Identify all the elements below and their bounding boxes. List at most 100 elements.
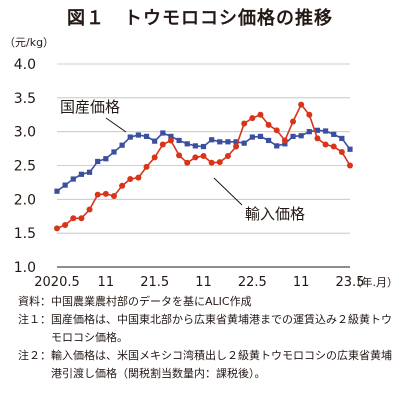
series-label-domestic-leader: [105, 117, 127, 133]
data-point-import: [135, 174, 142, 181]
data-point-import: [273, 127, 280, 134]
note-1-label: 注１：: [18, 313, 51, 326]
data-point-import: [298, 101, 305, 108]
data-point-import: [200, 153, 207, 160]
note-2-label: 注２：: [18, 349, 51, 362]
data-point-domestic: [209, 137, 215, 143]
y-tick-label: 3.5: [14, 91, 36, 107]
data-point-import: [322, 141, 329, 148]
data-point-import: [70, 215, 77, 222]
note-source-label: 資料：: [18, 295, 51, 308]
data-point-import: [265, 121, 272, 128]
axis-labels: 1.0 1.5 2.0 2.5 3.0 3.5 4.0 2020.5 11 21.5 11 22.5 1…: [14, 57, 398, 290]
data-point-domestic: [249, 134, 255, 140]
data-point-import: [216, 159, 223, 166]
series-label-domestic: 国産価格: [60, 98, 120, 116]
data-point-import: [151, 154, 158, 161]
data-point-domestic: [314, 127, 321, 133]
data-point-domestic: [298, 133, 304, 139]
data-point-domestic: [168, 133, 174, 140]
series-label-import-leader: [213, 177, 243, 206]
data-point-import: [62, 222, 69, 229]
data-point-domestic: [233, 139, 239, 145]
data-point-domestic: [86, 169, 93, 175]
data-point-domestic: [62, 182, 68, 188]
data-point-domestic: [225, 139, 231, 145]
series-lines: [54, 101, 353, 232]
data-point-domestic: [217, 139, 223, 145]
note-source-text: 中国農業農村部のデータを基にALIC作成: [51, 295, 252, 308]
note-1-text: 国産価格は、中国東北部から広東省黄埔港までの運賃込み２級黄トウモロコシ価格。: [51, 313, 392, 344]
note-2: 注２： 輸入価格は、米国メキシコ湾積出し２級黄トウモロコシの広東省黄埔港引渡し価…: [18, 347, 398, 383]
data-point-domestic: [192, 143, 198, 149]
data-point-domestic: [103, 156, 109, 162]
data-point-import: [224, 153, 231, 160]
data-point-domestic: [184, 141, 190, 147]
data-point-domestic: [290, 133, 296, 140]
data-point-domestic: [176, 137, 182, 144]
data-point-domestic: [119, 142, 125, 148]
data-point-import: [290, 118, 297, 125]
series-line-1: [56, 129, 351, 192]
data-point-import: [102, 190, 109, 197]
data-point-domestic: [78, 171, 85, 177]
data-point-import: [233, 143, 240, 150]
data-point-domestic: [331, 131, 337, 137]
series-line-2: [56, 103, 351, 230]
data-point-domestic: [322, 128, 329, 134]
data-point-import: [241, 120, 248, 127]
price-line-chart: 1.0 1.5 2.0 2.5 3.0 3.5 4.0 2020.5 11 21.5 11 22.5 1…: [14, 57, 398, 290]
data-point-import: [78, 215, 85, 222]
data-point-import: [86, 206, 93, 213]
x-tick-label: 22.5: [238, 275, 267, 290]
data-point-domestic: [241, 140, 247, 146]
chart-title: 図１ トウモロコシ価格の推移: [67, 8, 333, 29]
footnotes: 資料： 中国農業農村部のデータを基にALIC作成 注１： 国産価格は、中国東北部…: [18, 293, 398, 383]
data-point-domestic: [70, 176, 76, 182]
y-tick-label: 1.0: [14, 260, 36, 276]
y-tick-label: 2.5: [14, 159, 36, 175]
x-tick-label: 11: [195, 275, 212, 290]
data-point-import: [249, 115, 256, 122]
y-axis-unit-label: （元/kg）: [4, 36, 55, 49]
data-point-domestic: [347, 146, 353, 152]
data-point-domestic: [143, 133, 150, 140]
data-point-domestic: [152, 138, 158, 144]
data-point-domestic: [339, 135, 345, 142]
data-point-domestic: [111, 149, 117, 155]
data-point-domestic: [160, 130, 166, 136]
note-2-text: 輸入価格は、米国メキシコ湾積出し２級黄トウモロコシの広東省黄埔港引渡し価格（関税…: [51, 349, 392, 380]
data-point-domestic: [266, 137, 272, 144]
y-tick-label: 4.0: [14, 57, 36, 73]
data-point-import: [192, 154, 199, 161]
data-point-import: [176, 152, 183, 159]
data-point-import: [54, 225, 60, 232]
y-tick-label: 2.0: [14, 192, 36, 208]
data-point-import: [94, 191, 101, 198]
data-point-import: [167, 137, 174, 144]
y-tick-label: 3.0: [14, 125, 36, 141]
data-point-domestic: [135, 132, 141, 138]
data-point-domestic: [306, 129, 312, 135]
data-point-domestic: [282, 141, 288, 147]
data-point-import: [127, 176, 134, 183]
data-point-import: [184, 159, 191, 166]
data-point-import: [159, 141, 166, 148]
data-point-import: [257, 111, 264, 118]
data-point-import: [338, 148, 345, 155]
data-point-import: [281, 137, 288, 144]
data-point-domestic: [127, 134, 133, 140]
x-tick-label: 21.5: [140, 275, 169, 290]
x-tick-label: 11: [98, 275, 115, 290]
note-1: 注１： 国産価格は、中国東北部から広東省黄埔港までの運賃込み２級黄トウモロコシ価…: [18, 311, 398, 347]
data-point-import: [330, 143, 337, 150]
data-point-domestic: [200, 143, 207, 150]
note-source: 資料： 中国農業農村部のデータを基にALIC作成: [18, 293, 398, 311]
grid-lines: [57, 63, 350, 268]
data-point-import: [119, 182, 126, 189]
data-point-import: [208, 159, 215, 166]
data-point-import: [306, 111, 313, 118]
y-tick-label: 1.5: [14, 226, 36, 242]
x-tick-label: 11: [293, 275, 310, 290]
x-axis-unit-label: （年.月）: [351, 275, 399, 289]
